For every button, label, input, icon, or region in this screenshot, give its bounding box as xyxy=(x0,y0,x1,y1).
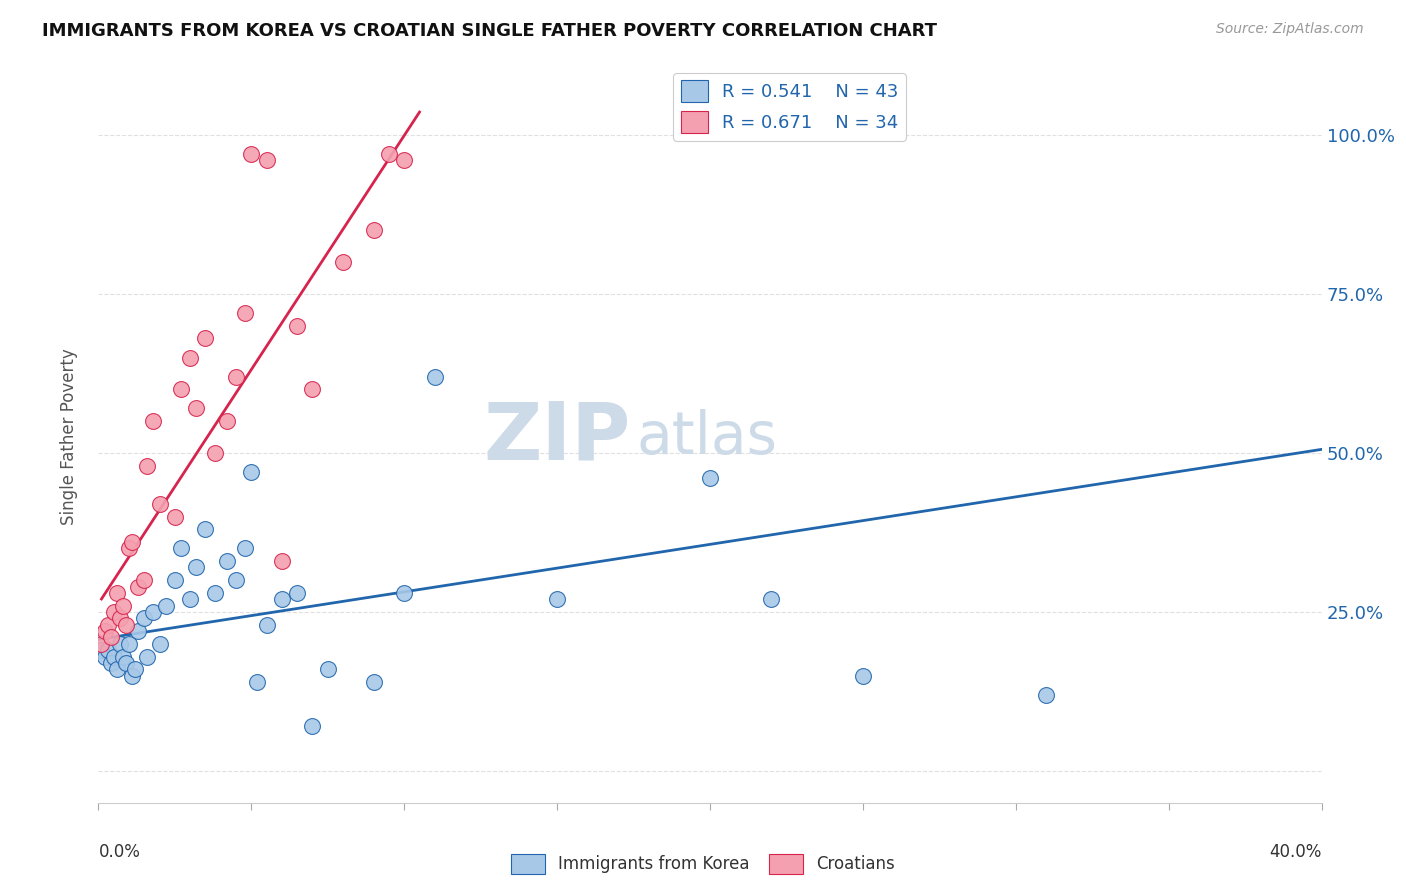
Point xyxy=(285,318,308,333)
Point xyxy=(204,586,226,600)
Point xyxy=(215,414,238,428)
Point xyxy=(204,446,226,460)
Point xyxy=(546,592,568,607)
Point xyxy=(121,535,143,549)
Point xyxy=(115,656,138,670)
Point xyxy=(363,675,385,690)
Legend: R = 0.541    N = 43, R = 0.671    N = 34: R = 0.541 N = 43, R = 0.671 N = 34 xyxy=(673,73,905,141)
Text: Source: ZipAtlas.com: Source: ZipAtlas.com xyxy=(1216,22,1364,37)
Point xyxy=(93,624,115,638)
Point xyxy=(392,153,416,168)
Point xyxy=(179,592,201,607)
Point xyxy=(100,631,122,645)
Point xyxy=(186,401,208,416)
Point xyxy=(240,147,263,161)
Point xyxy=(301,719,323,733)
Point xyxy=(108,637,131,651)
Point xyxy=(363,223,385,237)
Point xyxy=(215,554,238,568)
Point xyxy=(301,383,323,397)
Text: ZIP: ZIP xyxy=(484,398,630,476)
Point xyxy=(699,471,721,485)
Point xyxy=(194,331,217,345)
Point xyxy=(256,153,278,168)
Point xyxy=(1035,688,1057,702)
Point xyxy=(149,637,172,651)
Point xyxy=(270,554,292,568)
Text: 0.0%: 0.0% xyxy=(98,843,141,861)
Point xyxy=(170,541,193,556)
Point xyxy=(108,611,131,625)
Point xyxy=(852,668,875,682)
Point xyxy=(105,586,128,600)
Point xyxy=(179,351,201,365)
Point xyxy=(316,662,339,676)
Point xyxy=(134,573,156,587)
Point xyxy=(163,573,186,587)
Point xyxy=(285,586,308,600)
Text: IMMIGRANTS FROM KOREA VS CROATIAN SINGLE FATHER POVERTY CORRELATION CHART: IMMIGRANTS FROM KOREA VS CROATIAN SINGLE… xyxy=(42,22,938,40)
Point xyxy=(233,541,256,556)
Point xyxy=(142,605,165,619)
Point xyxy=(103,649,125,664)
Point xyxy=(163,509,186,524)
Point xyxy=(246,675,269,690)
Point xyxy=(194,522,217,536)
Point xyxy=(256,617,278,632)
Point xyxy=(97,617,120,632)
Point xyxy=(270,592,292,607)
Point xyxy=(127,580,149,594)
Point xyxy=(118,637,141,651)
Y-axis label: Single Father Poverty: Single Father Poverty xyxy=(59,349,77,525)
Point xyxy=(170,383,193,397)
Point xyxy=(233,306,256,320)
Point xyxy=(111,599,134,613)
Point xyxy=(332,255,354,269)
Point xyxy=(186,560,208,574)
Point xyxy=(759,592,782,607)
Text: atlas: atlas xyxy=(637,409,778,466)
Point xyxy=(100,656,122,670)
Point xyxy=(103,605,125,619)
Point xyxy=(155,599,177,613)
Point xyxy=(90,637,112,651)
Point xyxy=(124,662,146,676)
Point xyxy=(105,662,128,676)
Point xyxy=(392,586,416,600)
Point xyxy=(378,147,401,161)
Point xyxy=(142,414,165,428)
Text: 40.0%: 40.0% xyxy=(1270,843,1322,861)
Point xyxy=(115,617,138,632)
Point xyxy=(423,369,446,384)
Point xyxy=(225,369,247,384)
Point xyxy=(97,643,120,657)
Point xyxy=(121,668,143,682)
Point xyxy=(240,465,263,479)
Point xyxy=(118,541,141,556)
Point xyxy=(136,649,159,664)
Point xyxy=(136,458,159,473)
Point xyxy=(93,649,115,664)
Point xyxy=(90,643,112,657)
Point xyxy=(134,611,156,625)
Point xyxy=(225,573,247,587)
Legend: Immigrants from Korea, Croatians: Immigrants from Korea, Croatians xyxy=(505,847,901,880)
Point xyxy=(149,497,172,511)
Point xyxy=(111,649,134,664)
Point xyxy=(127,624,149,638)
